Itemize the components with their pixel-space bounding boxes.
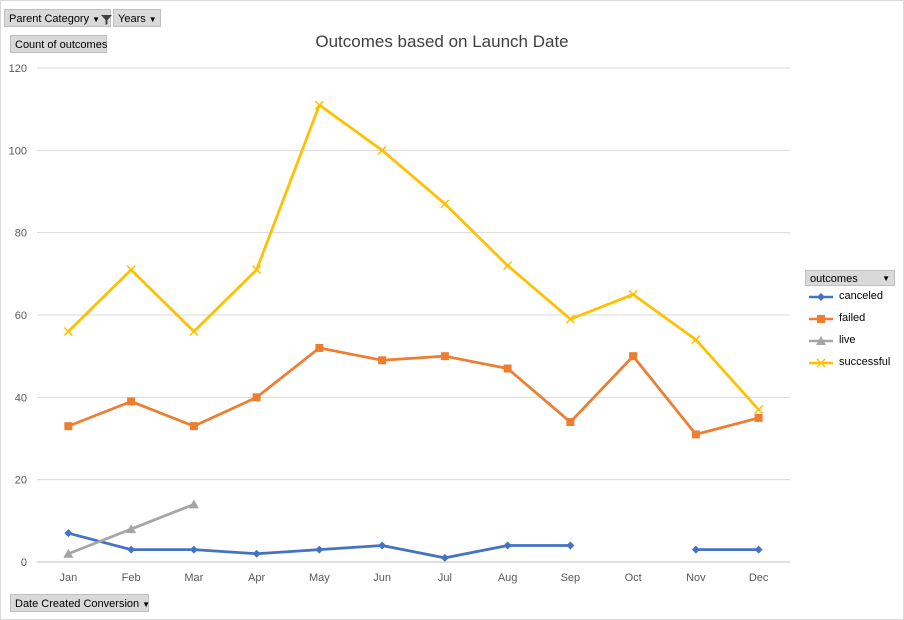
x-tick-label: Oct xyxy=(625,572,642,584)
chart-title: Outcomes based on Launch Date xyxy=(315,32,568,51)
series-successful xyxy=(63,100,764,415)
data-point-live xyxy=(63,548,74,558)
data-point-successful xyxy=(126,265,136,275)
x-tick-label: Apr xyxy=(248,572,265,584)
data-point-canceled xyxy=(127,545,136,554)
legend-marker-icon xyxy=(816,336,826,345)
legend-label: canceled xyxy=(839,290,884,302)
data-point-failed xyxy=(503,364,512,373)
x-tick-label: Dec xyxy=(749,572,769,584)
legend-label: live xyxy=(839,334,856,346)
data-point-canceled xyxy=(503,541,512,550)
legend-marker-icon xyxy=(817,315,825,323)
y-tick-label: 60 xyxy=(15,310,27,322)
legend-title: outcomes xyxy=(810,273,858,285)
data-point-failed xyxy=(754,413,763,422)
data-point-successful xyxy=(503,261,513,271)
legend: outcomes ▼ canceled failed live successful xyxy=(805,270,895,374)
data-point-successful xyxy=(189,326,199,336)
data-point-live xyxy=(188,499,199,509)
data-point-failed xyxy=(64,422,73,431)
legend-item-canceled: canceled xyxy=(805,286,895,308)
data-point-failed xyxy=(629,352,638,361)
parent-category-label: Parent Category xyxy=(9,13,90,25)
y-tick-label: 100 xyxy=(9,145,27,157)
parent-category-filter-button[interactable]: Parent Category ▼ xyxy=(4,9,113,27)
x-tick-label: Jun xyxy=(373,572,391,584)
data-point-failed xyxy=(440,352,449,361)
data-point-failed xyxy=(127,397,136,406)
legend-item-failed: failed xyxy=(805,308,895,330)
data-point-successful xyxy=(754,405,764,415)
data-point-successful xyxy=(691,335,701,345)
y-tick-label: 40 xyxy=(15,392,27,404)
legend-item-successful: successful xyxy=(805,352,895,374)
x-tick-label: Feb xyxy=(122,572,141,584)
count-of-outcomes-field-button[interactable]: Count of outcomes xyxy=(10,35,107,53)
data-point-successful xyxy=(252,265,262,275)
series-canceled xyxy=(64,529,763,562)
legend-swatch-icon xyxy=(809,293,833,301)
y-tick-label: 0 xyxy=(21,557,27,569)
dropdown-arrow-icon: ▼ xyxy=(92,15,101,24)
legend-label: successful xyxy=(839,356,891,368)
data-point-successful xyxy=(440,199,450,209)
filter-funnel-icon xyxy=(101,14,113,25)
data-point-canceled xyxy=(189,545,198,554)
y-tick-label: 20 xyxy=(15,475,27,487)
data-point-failed xyxy=(315,343,324,352)
data-point-canceled xyxy=(566,541,575,550)
legend-swatch-icon xyxy=(809,358,833,368)
legend-label: failed xyxy=(839,312,866,324)
legend-swatch-icon xyxy=(809,336,833,345)
data-point-canceled xyxy=(691,545,700,554)
x-tick-label: Mar xyxy=(184,572,203,584)
series-live xyxy=(63,499,199,558)
x-tick-label: Sep xyxy=(561,572,581,584)
count-of-outcomes-label: Count of outcomes xyxy=(15,39,108,51)
date-created-field-button[interactable]: Date Created Conversion ▼ xyxy=(10,594,151,612)
data-point-failed xyxy=(189,422,198,431)
series-line-canceled xyxy=(68,531,571,560)
y-tick-label: 80 xyxy=(15,228,27,240)
dropdown-arrow-icon: ▼ xyxy=(148,15,157,24)
data-point-canceled xyxy=(378,541,387,550)
data-point-canceled xyxy=(64,529,73,538)
series-line-failed xyxy=(67,346,759,436)
data-point-successful xyxy=(377,145,387,155)
data-point-failed xyxy=(378,356,387,365)
legend-swatch-icon xyxy=(809,315,833,323)
date-created-label: Date Created Conversion xyxy=(15,598,140,610)
years-label: Years xyxy=(118,13,146,25)
dropdown-arrow-icon: ▼ xyxy=(882,274,890,283)
legend-filter-button[interactable]: outcomes ▼ xyxy=(805,270,895,286)
data-point-canceled xyxy=(440,553,449,562)
data-point-successful xyxy=(628,289,638,299)
data-point-canceled xyxy=(754,545,763,554)
data-point-canceled xyxy=(252,549,261,558)
x-tick-label: Aug xyxy=(498,572,518,584)
series-line-successful xyxy=(67,103,760,411)
legend-marker-icon xyxy=(817,293,825,301)
data-point-failed xyxy=(566,418,575,427)
x-tick-label: Jul xyxy=(438,572,452,584)
x-tick-label: Nov xyxy=(686,572,706,584)
legend-item-live: live xyxy=(805,330,895,352)
y-tick-label: 120 xyxy=(9,63,27,75)
series-failed xyxy=(64,343,763,439)
years-filter-button[interactable]: Years ▼ xyxy=(113,9,161,27)
data-point-canceled xyxy=(315,545,324,554)
data-point-failed xyxy=(252,393,261,402)
x-tick-label: Jan xyxy=(60,572,78,584)
data-point-successful xyxy=(63,326,73,336)
data-point-live xyxy=(126,524,137,534)
dropdown-arrow-icon: ▼ xyxy=(142,600,151,609)
data-point-failed xyxy=(691,430,700,439)
x-tick-label: May xyxy=(309,572,330,584)
data-point-successful xyxy=(565,314,575,324)
legend-marker-icon xyxy=(816,358,826,368)
data-point-successful xyxy=(314,100,324,110)
